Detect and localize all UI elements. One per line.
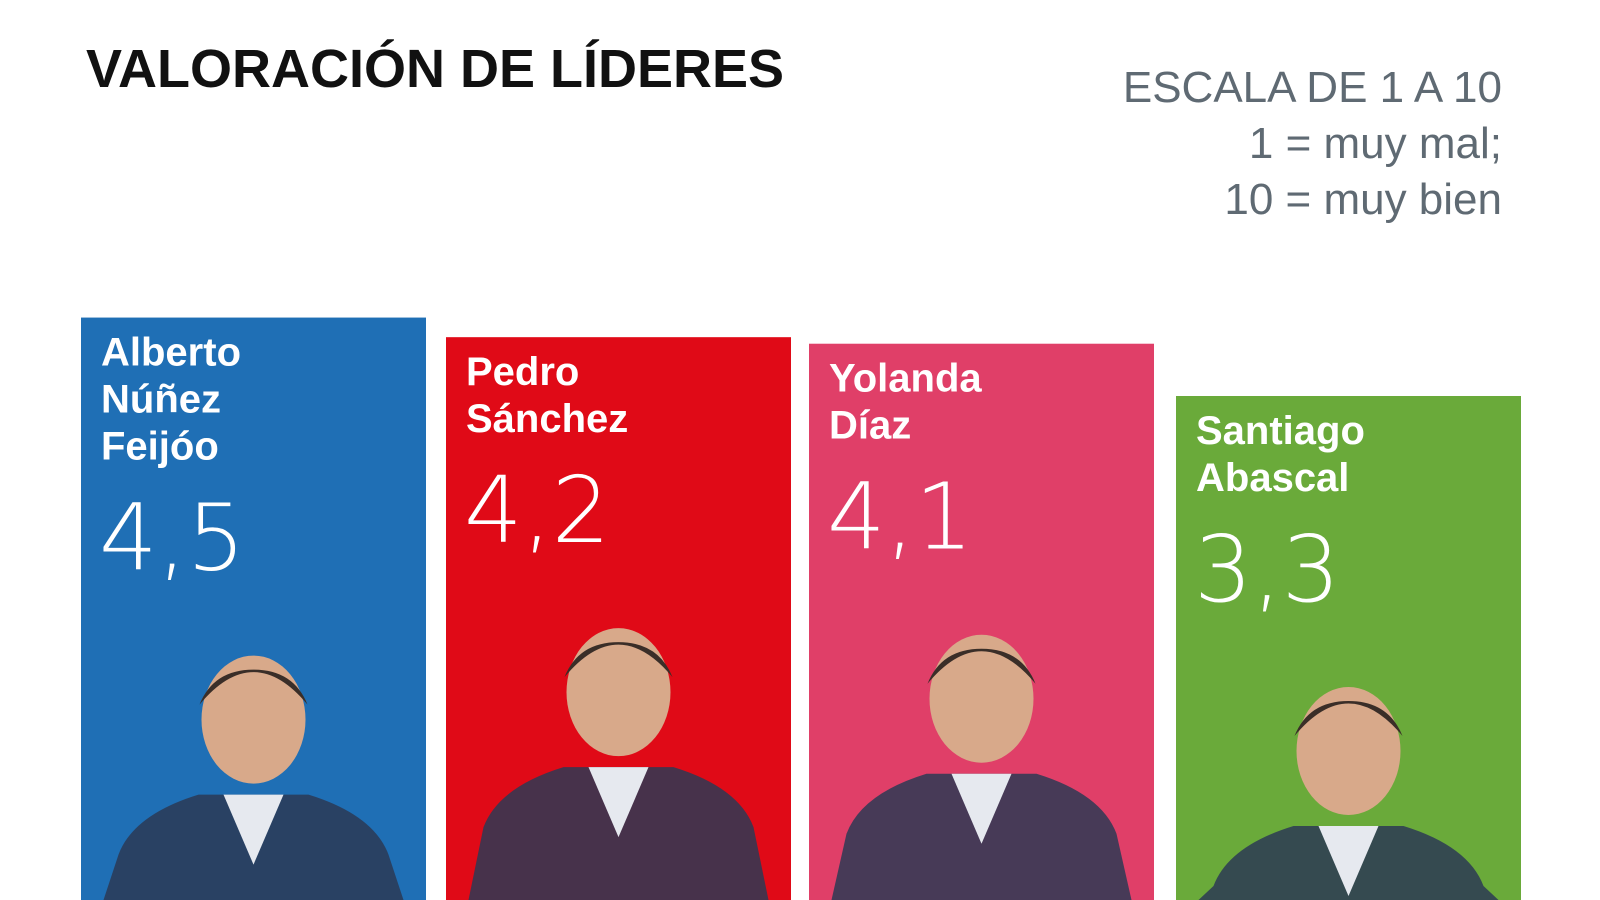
bar-name-label: Yolanda (829, 357, 982, 401)
leader-portrait (1198, 687, 1499, 900)
bar-value-label: 4,1 (827, 464, 973, 571)
scale-line: 1 = muy mal; (1248, 119, 1502, 168)
bar-name-label: Feijóo (101, 425, 219, 469)
bar-value-label: 3,3 (1194, 516, 1340, 623)
bar-name-label: Núñez (101, 378, 221, 422)
bar-value-label: 4,5 (99, 485, 245, 592)
leader-portrait (103, 655, 404, 900)
scale-line: ESCALA DE 1 A 10 (1122, 63, 1502, 112)
leader-portrait (831, 634, 1132, 900)
bar-name-label: Díaz (829, 404, 911, 448)
bar-value-label: 4,2 (464, 457, 610, 564)
bar-name-label: Santiago (1196, 409, 1365, 453)
scale-line: 10 = muy bien (1224, 175, 1502, 224)
bar-name-label: Pedro (466, 350, 579, 394)
chart-title: VALORACIÓN DE LÍDERES (86, 39, 785, 99)
bar-name-label: Abascal (1196, 456, 1349, 500)
bar-name-label: Alberto (101, 331, 241, 375)
leader-portrait (468, 628, 769, 900)
bar-name-label: Sánchez (466, 397, 628, 441)
scale-legend: ESCALA DE 1 A 10 1 = muy mal; 10 = muy b… (1123, 60, 1502, 228)
bar (1176, 396, 1521, 900)
